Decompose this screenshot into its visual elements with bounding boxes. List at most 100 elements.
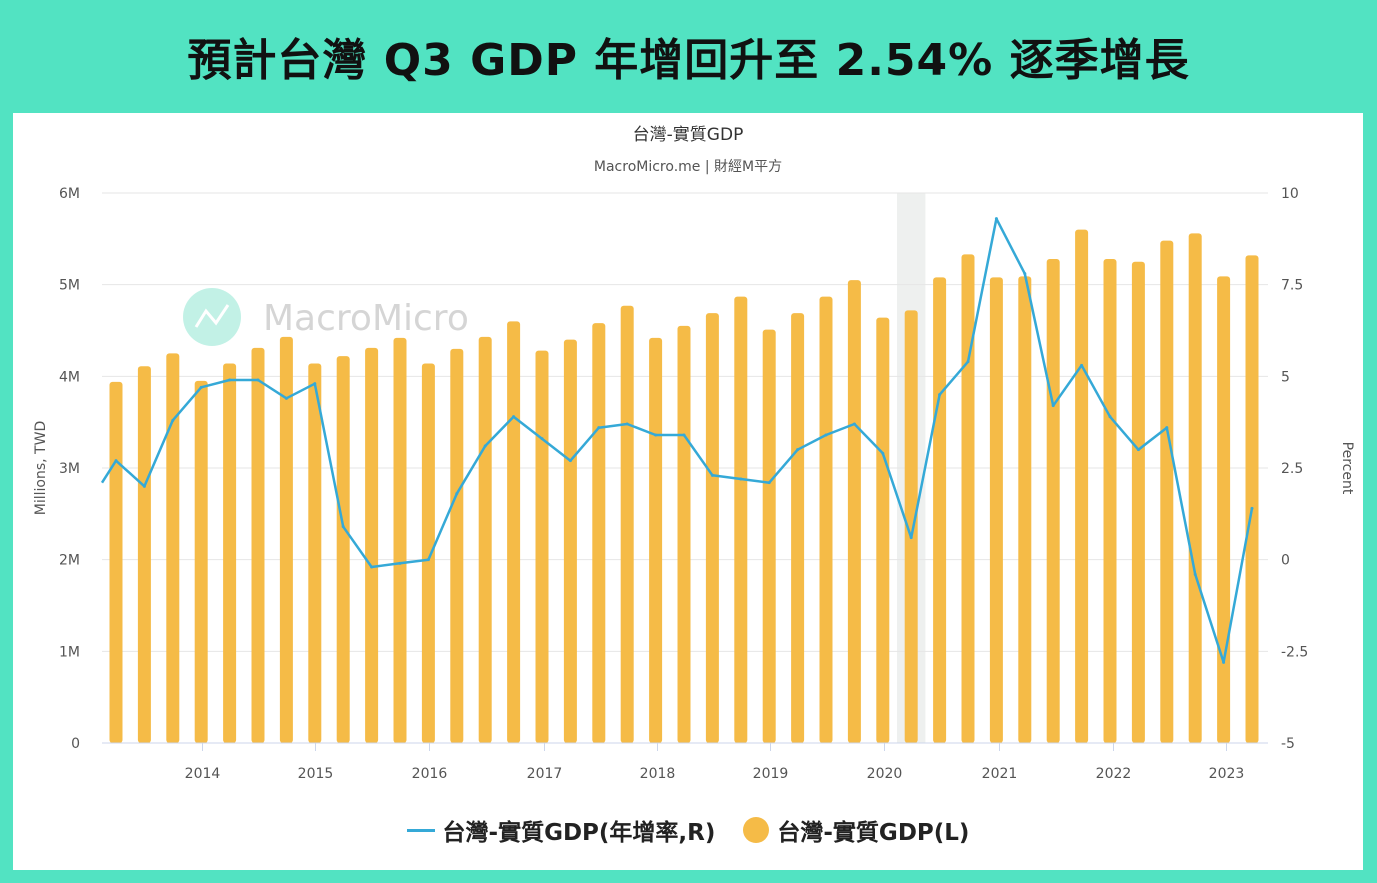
bar-gdp: [393, 337, 407, 743]
watermark-chart-icon: [194, 304, 230, 328]
bar-gdp: [1188, 233, 1202, 743]
y-left-tick-label: 2M: [59, 553, 80, 569]
growth-point: [1250, 506, 1254, 510]
legend-item-growth[interactable]: 台灣-實質GDP(年增率,R): [406, 813, 716, 847]
growth-point: [341, 525, 345, 529]
bar-gdp: [166, 353, 180, 743]
bar-gdp: [705, 313, 719, 743]
watermark: MacroMicro: [183, 288, 469, 346]
x-tick-label: 2021: [982, 766, 1018, 782]
bar-gdp: [1018, 276, 1032, 743]
growth-point: [540, 437, 544, 441]
bar-gdp: [876, 317, 890, 743]
bar-gdp: [620, 305, 634, 743]
x-tick-label: 2023: [1209, 766, 1245, 782]
bar-gdp: [137, 366, 151, 743]
bar-gdp: [507, 321, 521, 743]
y-left-tick-label: 1M: [59, 644, 80, 660]
bar-gdp: [592, 323, 606, 743]
bar-gdp: [649, 337, 663, 743]
growth-point: [938, 393, 942, 397]
growth-point: [455, 492, 459, 496]
growth-point: [171, 418, 175, 422]
y-left-tick-label: 5M: [59, 278, 80, 294]
growth-point: [313, 382, 317, 386]
growth-point: [710, 473, 714, 477]
growth-point: [1193, 572, 1197, 576]
legend-label-gdp: 台灣-實質GDP(L): [777, 820, 970, 846]
bar-gdp: [1046, 259, 1060, 743]
growth-point: [909, 536, 913, 540]
bar-gdp: [279, 336, 293, 743]
chart-subtitle: MacroMicro.me | 財經M平方: [594, 159, 782, 175]
growth-point: [966, 360, 970, 364]
x-tick-label: 2018: [640, 766, 676, 782]
legend-dot-swatch: [743, 817, 770, 843]
growth-point: [1051, 404, 1055, 408]
growth-point: [824, 433, 828, 437]
bar-gdp: [989, 277, 1003, 743]
bar-gdp: [933, 277, 947, 743]
growth-point: [426, 558, 430, 562]
growth-point: [512, 415, 516, 419]
y-left-axis-title: Millions, TWD: [33, 421, 49, 515]
y-right-tick-label: 7.5: [1281, 278, 1303, 294]
bar-gdp: [904, 310, 918, 743]
bar-gdp: [365, 347, 379, 743]
legend-label-growth: 台灣-實質GDP(年增率,R): [442, 820, 716, 846]
y-right-tick-label: -5: [1281, 736, 1295, 752]
chart-legend: 台灣-實質GDP(年增率,R) 台灣-實質GDP(L): [13, 808, 1363, 852]
growth-point: [114, 459, 118, 463]
bar-gdp: [961, 254, 975, 743]
bar-gdp: [308, 363, 322, 743]
bar-gdp: [847, 280, 861, 743]
growth-point: [654, 433, 658, 437]
bar-gdp: [251, 347, 265, 743]
bar-gdp: [762, 329, 776, 743]
growth-point: [568, 459, 572, 463]
bar-gdp: [1075, 229, 1089, 744]
bar-gdp: [535, 350, 549, 743]
y-left-tick-label: 6M: [59, 186, 80, 202]
growth-point: [739, 477, 743, 481]
bar-gdp: [677, 325, 691, 743]
bar-gdp: [563, 339, 577, 743]
bar-gdp: [1245, 255, 1259, 744]
bar-gdp: [421, 363, 435, 743]
growth-point: [1080, 363, 1084, 367]
bar-gdp: [1131, 261, 1145, 743]
bar-gdp: [1217, 276, 1231, 743]
x-tick-label: 2015: [298, 766, 334, 782]
growth-point: [228, 378, 232, 382]
growth-point: [767, 481, 771, 485]
x-tick-label: 2019: [753, 766, 789, 782]
bar-gdp: [819, 296, 833, 743]
bar-gdp: [734, 296, 748, 743]
growth-point: [142, 484, 146, 488]
x-tick-label: 2020: [867, 766, 903, 782]
growth-point: [199, 385, 203, 389]
bar-gdp: [194, 380, 208, 743]
growth-point: [1108, 415, 1112, 419]
chart-title: 台灣-實質GDP: [633, 125, 744, 145]
growth-point: [994, 217, 998, 221]
watermark-text: MacroMicro: [263, 298, 469, 339]
growth-point: [682, 433, 686, 437]
x-tick-label: 2016: [412, 766, 448, 782]
bar-gdp: [336, 356, 350, 743]
growth-point: [881, 451, 885, 455]
growth-point: [597, 426, 601, 430]
bar-gdp: [450, 348, 464, 743]
bar-gdp: [478, 336, 492, 743]
y-left-tick-label: 0: [71, 736, 80, 752]
growth-point: [284, 396, 288, 400]
chart-panel: 台灣-實質GDP MacroMicro.me | 財經M平方 0 1M 2M 3M 4M 5M…: [13, 113, 1363, 870]
growth-point: [256, 378, 260, 382]
watermark-logo-icon: [183, 288, 241, 346]
y-right-tick-label: 0: [1281, 553, 1290, 569]
legend-line-swatch: [406, 828, 435, 832]
y-right-axis-title: Percent: [1339, 442, 1355, 495]
legend-item-gdp[interactable]: 台灣-實質GDP(L): [743, 813, 969, 847]
bar-gdp: [1160, 240, 1174, 743]
